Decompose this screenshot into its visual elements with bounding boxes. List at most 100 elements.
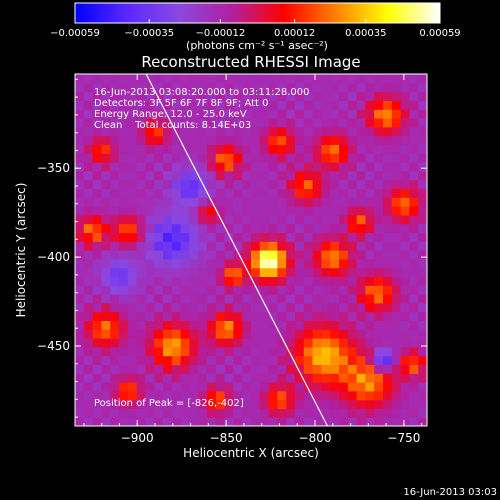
- heatmap-cell: [312, 188, 322, 198]
- heatmap-cell: [233, 373, 243, 383]
- heatmap-cell: [259, 338, 270, 348]
- heatmap-cell: [259, 329, 270, 339]
- heatmap-cell: [409, 399, 419, 409]
- heatmap-cell: [339, 188, 349, 198]
- heatmap-cell: [374, 320, 384, 330]
- heatmap-cell: [259, 153, 270, 163]
- heatmap-cell: [409, 258, 419, 269]
- heatmap-cell: [110, 276, 120, 286]
- heatmap-cell: [92, 179, 102, 189]
- heatmap-cell: [339, 206, 349, 216]
- heatmap-cell: [75, 162, 85, 172]
- heatmap-cell: [356, 417, 366, 426]
- heatmap-cell: [312, 206, 322, 216]
- heatmap-cell: [154, 91, 164, 101]
- heatmap-cell: [330, 135, 340, 145]
- heatmap-cell: [163, 188, 173, 198]
- heatmap-cell: [101, 118, 111, 128]
- heatmap-cell: [136, 197, 146, 207]
- heatmap-cell: [339, 364, 349, 374]
- heatmap-cell: [145, 170, 155, 181]
- heatmap-cell: [83, 179, 94, 189]
- heatmap-cell: [145, 82, 155, 93]
- heatmap-cell: [400, 258, 410, 269]
- heatmap-cell: [224, 364, 234, 374]
- heatmap-cell: [295, 223, 305, 233]
- heatmap-cell: [251, 241, 261, 251]
- heatmap-cell: [207, 250, 217, 260]
- heatmap-cell: [136, 162, 146, 172]
- heatmap-cell: [418, 197, 427, 207]
- heatmap-cell: [83, 338, 94, 348]
- heatmap-cell: [189, 390, 199, 401]
- heatmap-cell: [110, 109, 120, 119]
- heatmap-cell: [418, 390, 427, 401]
- heatmap-cell: [145, 118, 155, 128]
- heatmap-cell: [189, 91, 199, 101]
- heatmap-cell: [119, 206, 129, 216]
- heatmap-cell: [119, 197, 129, 207]
- heatmap-cell: [198, 109, 208, 119]
- heatmap-cell: [383, 267, 393, 277]
- heatmap-cell: [251, 302, 261, 313]
- heatmap-cell: [154, 294, 164, 304]
- heatmap-cell: [268, 241, 278, 251]
- heatmap-cell: [347, 364, 358, 374]
- heatmap-cell: [339, 82, 349, 93]
- heatmap-cell: [207, 311, 217, 321]
- heatmap-cell: [286, 399, 296, 409]
- heatmap-cell: [347, 144, 358, 154]
- heatmap-cell: [383, 338, 393, 348]
- heatmap-cell: [101, 153, 111, 163]
- heatmap-cell: [136, 250, 146, 260]
- heatmap-cell: [119, 311, 129, 321]
- heatmap-cell: [409, 338, 419, 348]
- heatmap-cell: [75, 364, 85, 374]
- heatmap-cell: [233, 118, 243, 128]
- heatmap-cell: [295, 162, 305, 172]
- heatmap-cell: [110, 390, 120, 401]
- heatmap-cell: [127, 373, 138, 383]
- heatmap-cell: [83, 197, 94, 207]
- heatmap-cell: [383, 206, 393, 216]
- heatmap-cell: [136, 179, 146, 189]
- heatmap-cell: [180, 399, 190, 409]
- heatmap-cell: [224, 276, 234, 286]
- heatmap-cell: [171, 197, 182, 207]
- heatmap-cell: [233, 408, 243, 418]
- heatmap-cell: [75, 126, 85, 137]
- heatmap-cell: [224, 162, 234, 172]
- heatmap-cell: [356, 100, 366, 110]
- heatmap-cell: [92, 346, 102, 357]
- heatmap-cell: [409, 188, 419, 198]
- heatmap-cell: [189, 241, 199, 251]
- heatmap-cell: [233, 346, 243, 357]
- heatmap-cell: [127, 294, 138, 304]
- heatmap-cell: [154, 364, 164, 374]
- heatmap-cell: [136, 320, 146, 330]
- heatmap-cell: [180, 135, 190, 145]
- heatmap-cell: [101, 214, 111, 225]
- heatmap-cell: [295, 302, 305, 313]
- heatmap-cell: [163, 179, 173, 189]
- heatmap-cell: [163, 170, 173, 181]
- heatmap-cell: [224, 197, 234, 207]
- heatmap-cell: [295, 82, 305, 93]
- heatmap-cell: [215, 276, 226, 286]
- heatmap-cell: [136, 206, 146, 216]
- heatmap-cell: [171, 223, 182, 233]
- heatmap-cell: [418, 91, 427, 101]
- heatmap-cell: [391, 241, 402, 251]
- heatmap-cell: [286, 294, 296, 304]
- heatmap-cell: [145, 135, 155, 145]
- heatmap-cell: [383, 329, 393, 339]
- heatmap-cell: [101, 417, 111, 426]
- heatmap-cell: [418, 417, 427, 426]
- heatmap-cell: [391, 338, 402, 348]
- heatmap-cell: [303, 241, 314, 251]
- heatmap-cell: [207, 100, 217, 110]
- heatmap-cell: [119, 329, 129, 339]
- heatmap-cell: [83, 276, 94, 286]
- heatmap-cell: [286, 329, 296, 339]
- heatmap-cell: [92, 118, 102, 128]
